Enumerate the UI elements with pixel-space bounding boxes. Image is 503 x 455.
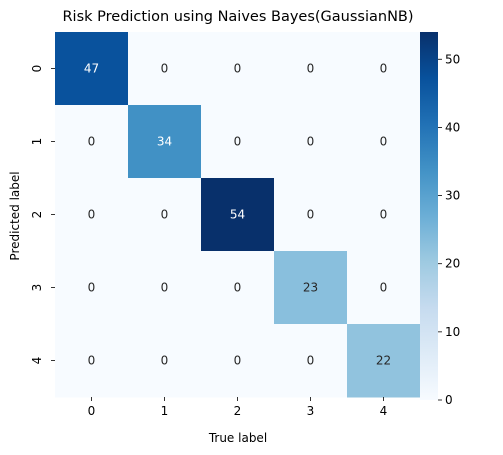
- x-tick-label: 2: [234, 404, 242, 418]
- chart-title: Risk Prediction using Naives Bayes(Gauss…: [62, 9, 413, 25]
- cell-value-label: 0: [380, 281, 388, 295]
- cell-value-label: 34: [157, 135, 172, 149]
- cell-value-label: 0: [380, 208, 388, 222]
- cell-value-label: 0: [307, 208, 315, 222]
- x-tick-label: 0: [88, 404, 96, 418]
- colorbar-tick-label: 50: [445, 52, 460, 66]
- heatmap-cell: [201, 32, 275, 106]
- y-tick-label: 2: [30, 211, 44, 219]
- y-tick-label: 0: [30, 65, 44, 73]
- heatmap-cell: [55, 324, 129, 398]
- cell-value-label: 0: [88, 354, 96, 368]
- x-axis-label: True label: [208, 431, 267, 445]
- heatmap-cell: [201, 105, 275, 179]
- heatmap-cells: [55, 32, 421, 398]
- cell-value-label: 54: [230, 208, 245, 222]
- heatmap-cell: [201, 324, 275, 398]
- heatmap-cell: [274, 105, 348, 179]
- colorbar-tick-label: 10: [445, 325, 460, 339]
- colorbar-tick-label: 0: [445, 393, 453, 407]
- cell-value-label: 0: [307, 62, 315, 76]
- y-axis-ticks: 0 1 2 3 4: [30, 65, 55, 365]
- x-tick-label: 1: [161, 404, 169, 418]
- heatmap-cell: [274, 251, 348, 325]
- cell-value-label: 0: [307, 135, 315, 149]
- cell-value-label: 23: [303, 281, 318, 295]
- cell-value-label: 22: [376, 354, 391, 368]
- heatmap-cell: [55, 178, 129, 252]
- colorbar-ticks: 0 10 20 30 40 50: [438, 52, 460, 407]
- heatmap-cell: [128, 32, 202, 106]
- y-axis-label: Predicted label: [8, 171, 22, 260]
- y-tick-label: 1: [30, 138, 44, 146]
- heatmap-cell: [128, 251, 202, 325]
- heatmap-cell: [128, 324, 202, 398]
- cell-value-label: 0: [234, 354, 242, 368]
- heatmap-cell: [55, 251, 129, 325]
- colorbar-tick-label: 20: [445, 257, 460, 271]
- heatmap-cell: [128, 178, 202, 252]
- cell-value-label: 0: [234, 281, 242, 295]
- colorbar-tick-label: 40: [445, 120, 460, 134]
- heatmap-cell: [347, 32, 421, 106]
- heatmap-cell: [274, 178, 348, 252]
- cell-value-label: 0: [307, 354, 315, 368]
- heatmap-cell: [347, 105, 421, 179]
- colorbar-tick-label: 30: [445, 189, 460, 203]
- cell-value-label: 47: [84, 62, 99, 76]
- heatmap-cell: [201, 178, 275, 252]
- heatmap-cell: [347, 178, 421, 252]
- heatmap-cell: [55, 105, 129, 179]
- heatmap-cell: [347, 251, 421, 325]
- cell-value-label: 0: [380, 62, 388, 76]
- heatmap-cell: [55, 32, 129, 106]
- colorbar: [420, 32, 438, 400]
- cell-annotations: 47 0 0 0 0 0 34 0 0 0 0 0 54 0 0 0 0 0 23 0 0 0 0 0 22: [84, 62, 391, 368]
- heatmap-cell: [274, 32, 348, 106]
- x-axis-ticks: 0 1 2 3 4: [88, 397, 388, 418]
- cell-value-label: 0: [380, 135, 388, 149]
- cell-value-label: 0: [161, 62, 169, 76]
- cell-value-label: 0: [234, 135, 242, 149]
- cell-value-label: 0: [161, 281, 169, 295]
- heatmap-cell: [201, 251, 275, 325]
- heatmap-cell: [128, 105, 202, 179]
- x-tick-label: 4: [380, 404, 388, 418]
- cell-value-label: 0: [161, 208, 169, 222]
- cell-value-label: 0: [88, 135, 96, 149]
- heatmap-cell: [347, 324, 421, 398]
- x-tick-label: 3: [307, 404, 315, 418]
- cell-value-label: 0: [88, 208, 96, 222]
- cell-value-label: 0: [161, 354, 169, 368]
- heatmap-cell: [274, 324, 348, 398]
- y-tick-label: 4: [30, 357, 44, 365]
- y-tick-label: 3: [30, 284, 44, 292]
- cell-value-label: 0: [234, 62, 242, 76]
- cell-value-label: 0: [88, 281, 96, 295]
